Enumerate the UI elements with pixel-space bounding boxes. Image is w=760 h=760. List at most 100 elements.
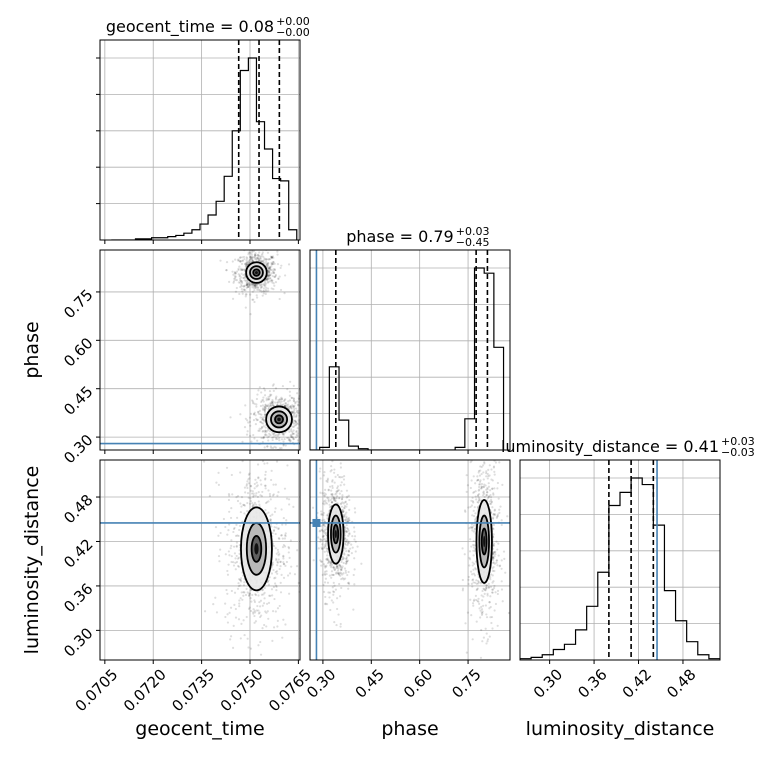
sample-point	[264, 281, 267, 284]
sample-point	[236, 499, 240, 503]
sample-point	[248, 283, 251, 286]
sample-point	[235, 544, 238, 547]
sample-point	[488, 495, 491, 498]
sample-point	[264, 508, 267, 512]
sample-point	[260, 420, 263, 423]
sample-point	[342, 561, 345, 565]
sample-point	[275, 526, 278, 529]
sample-point	[325, 537, 328, 540]
sample-point	[491, 479, 494, 482]
sample-point	[330, 501, 333, 504]
sample-point	[247, 281, 250, 285]
sample-point	[253, 599, 256, 602]
sample-point	[267, 271, 270, 274]
sample-point	[239, 267, 243, 270]
sample-point	[327, 489, 330, 492]
sample-point	[277, 398, 280, 402]
sample-point	[262, 255, 265, 258]
sample-point	[295, 433, 298, 437]
sample-point	[346, 559, 350, 562]
sample-point	[327, 497, 330, 500]
sample-point	[346, 573, 349, 577]
sample-point	[342, 578, 345, 581]
sample-point	[249, 484, 252, 487]
sample-point	[251, 502, 254, 505]
contour-line	[252, 268, 261, 277]
sample-point	[341, 452, 343, 454]
sample-point	[482, 490, 485, 493]
sample-point	[272, 483, 275, 486]
sample-point	[496, 589, 500, 592]
sample-point	[504, 571, 507, 574]
sample-point	[259, 640, 262, 644]
sample-point	[255, 405, 258, 408]
sample-point	[328, 485, 332, 488]
sample-point	[480, 465, 483, 469]
sample-point	[293, 407, 296, 410]
sample-point	[319, 477, 322, 480]
sample-point	[469, 598, 472, 601]
sample-point	[267, 274, 270, 277]
sample-point	[323, 564, 326, 568]
sample-point	[274, 401, 277, 404]
sample-point	[487, 468, 490, 471]
sample-point	[286, 388, 289, 391]
sample-point	[319, 491, 322, 494]
sample-point	[332, 590, 335, 593]
sample-point	[267, 583, 270, 586]
sample-point	[307, 421, 309, 423]
sample-point	[325, 514, 328, 517]
sample-point	[481, 464, 485, 467]
sample-point	[347, 542, 350, 545]
sample-point	[246, 261, 249, 264]
sample-point	[293, 422, 296, 425]
sample-point	[292, 415, 295, 418]
sample-point	[271, 262, 274, 266]
sample-point	[297, 397, 300, 400]
sample-point	[235, 495, 238, 499]
sample-point	[264, 283, 267, 287]
sample-point	[258, 289, 261, 292]
sample-point	[338, 475, 341, 479]
sample-point	[226, 621, 230, 624]
sample-point	[270, 401, 273, 404]
sample-point	[254, 254, 257, 258]
sample-point	[264, 501, 268, 505]
sample-point	[477, 579, 480, 583]
panel-frame	[519, 459, 721, 661]
sample-point	[247, 260, 250, 264]
sample-point	[238, 274, 241, 277]
sample-point	[248, 592, 251, 595]
sample-point	[264, 407, 267, 410]
sample-point	[491, 506, 494, 509]
sample-point	[338, 496, 341, 500]
sample-point	[341, 475, 344, 479]
sample-point	[332, 573, 335, 577]
sample-point	[248, 282, 251, 285]
sample-point	[248, 445, 250, 447]
sample-point	[252, 495, 255, 499]
sample-point	[475, 588, 478, 592]
sample-point	[328, 506, 332, 509]
sample-point	[472, 604, 475, 607]
sample-point	[345, 550, 348, 553]
sample-point	[273, 262, 276, 265]
sample-point	[228, 280, 231, 283]
sample-point	[266, 445, 269, 448]
sample-point	[489, 595, 492, 598]
sample-point	[281, 384, 285, 388]
sample-point	[241, 292, 244, 295]
sample-point	[263, 257, 266, 260]
sample-point	[246, 281, 249, 284]
sample-point	[259, 283, 262, 286]
sample-point	[269, 434, 272, 437]
sample-point	[324, 528, 327, 531]
sample-point	[327, 560, 331, 563]
sample-point	[330, 570, 334, 573]
sample-point	[323, 581, 327, 584]
sample-point	[271, 494, 275, 497]
sample-point	[265, 258, 268, 261]
sample-point	[488, 607, 491, 610]
sample-point	[291, 425, 294, 429]
